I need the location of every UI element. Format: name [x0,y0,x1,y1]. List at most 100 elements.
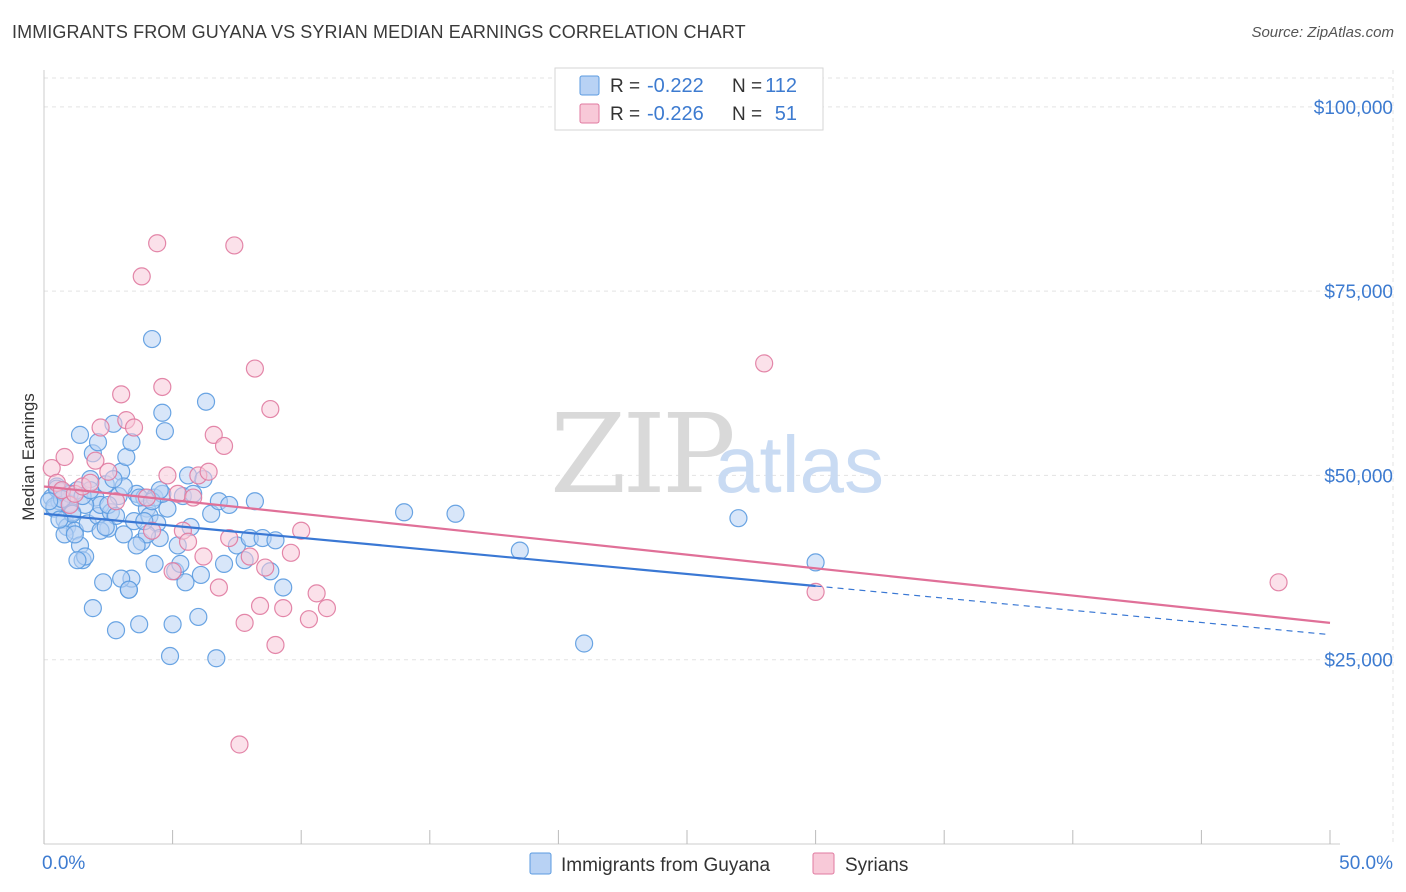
point-syrians[interactable] [806,582,825,601]
point-syrians[interactable] [99,462,118,481]
point-guyana[interactable] [196,392,216,411]
legend-series-swatch-syrians[interactable] [812,852,835,875]
point-guyana[interactable] [106,621,126,640]
point-guyana[interactable] [119,580,138,599]
y-tick-label: $75,000 [1324,282,1393,303]
point-syrians[interactable] [153,377,172,397]
point-guyana[interactable] [130,615,149,634]
point-syrians[interactable] [178,532,198,551]
point-guyana[interactable] [207,649,226,668]
point-guyana[interactable] [160,646,180,666]
point-syrians[interactable] [317,599,337,618]
point-guyana[interactable] [729,509,748,528]
point-syrians[interactable] [199,462,218,481]
watermark: ZIP atlas [550,390,884,518]
y-axis-title: Median Earnings [19,393,38,521]
x-tick-label-min: 0.0% [42,853,85,874]
point-syrians[interactable] [755,354,774,373]
point-syrians[interactable] [292,521,311,540]
legend-n-value-syrians: 51 [775,103,797,125]
legend-stats: R = -0.222 N = 112 R = -0.226 N = 51 [554,67,824,131]
point-guyana[interactable] [176,573,195,592]
axis-layer [43,70,1340,845]
point-guyana[interactable] [88,433,108,452]
point-syrians[interactable] [220,528,239,548]
legend-n-value-guyana: 112 [765,75,797,97]
point-syrians[interactable] [256,558,275,577]
point-syrians[interactable] [209,578,228,597]
point-syrians[interactable] [86,451,105,470]
points-layer [40,234,1288,754]
legend-series-swatch-guyana[interactable] [529,852,552,875]
point-guyana[interactable] [189,607,208,627]
point-syrians[interactable] [142,521,162,540]
legend-series-label-syrians[interactable]: Syrians [845,855,908,876]
point-syrians[interactable] [245,359,265,378]
point-guyana[interactable] [122,433,141,452]
point-syrians[interactable] [158,466,177,485]
point-guyana[interactable] [127,536,146,555]
watermark-atlas: atlas [715,420,884,509]
point-guyana[interactable] [142,329,162,349]
legend-r-value-syrians: -0.226 [647,103,704,125]
legend-n-label-guyana: N = [732,76,762,97]
y-tick-label: $25,000 [1324,651,1393,672]
point-guyana[interactable] [40,492,59,511]
point-syrians[interactable] [214,436,234,456]
point-guyana[interactable] [394,503,414,522]
point-syrians[interactable] [81,473,100,492]
y-tick-labels: $25,000 $50,000 $75,000 $100,000 [1314,98,1393,672]
source-credit: Source: ZipAtlas.com [1251,24,1394,41]
point-syrians[interactable] [106,492,126,511]
trend-layer [43,485,1331,636]
point-syrians[interactable] [240,547,259,566]
point-syrians[interactable] [281,543,301,562]
point-guyana[interactable] [214,554,234,573]
point-guyana[interactable] [114,525,133,544]
point-guyana[interactable] [806,553,825,572]
point-guyana[interactable] [155,422,174,441]
point-guyana[interactable] [68,551,87,570]
chart-title: IMMIGRANTS FROM GUYANA VS SYRIAN MEDIAN … [12,22,746,42]
legend-swatch-syrians [579,103,600,124]
legend-r-label-syrians: R = [610,104,640,125]
point-syrians[interactable] [91,418,110,437]
point-syrians[interactable] [1269,573,1288,592]
point-guyana[interactable] [145,554,164,573]
point-syrians[interactable] [307,584,326,603]
point-guyana[interactable] [510,541,529,560]
point-guyana[interactable] [163,615,182,634]
point-syrians[interactable] [55,447,74,467]
point-guyana[interactable] [274,578,293,597]
point-guyana[interactable] [446,504,465,523]
point-guyana[interactable] [191,565,210,585]
legend-series-label-guyana[interactable]: Immigrants from Guyana [561,855,770,876]
point-syrians[interactable] [194,547,213,566]
watermark-zip: ZIP [550,390,733,518]
trend-line-guyana-extrapolated [815,585,1331,636]
point-syrians[interactable] [266,635,285,655]
x-tick-label-max: 50.0% [1339,853,1393,874]
point-syrians[interactable] [230,735,249,754]
point-syrians[interactable] [148,234,167,253]
point-guyana[interactable] [65,525,84,544]
trend-line-syrians [43,485,1331,624]
point-syrians[interactable] [261,399,280,419]
point-guyana[interactable] [83,599,102,618]
point-syrians[interactable] [124,418,144,437]
point-syrians[interactable] [235,613,254,632]
point-guyana[interactable] [94,573,113,592]
point-syrians[interactable] [250,596,270,616]
point-guyana[interactable] [70,425,90,444]
legend-series: Immigrants from Guyana Syrians [529,852,908,876]
point-syrians[interactable] [299,610,319,629]
point-syrians[interactable] [274,599,293,618]
point-syrians[interactable] [225,236,244,255]
point-syrians[interactable] [163,562,182,581]
point-syrians[interactable] [132,267,151,286]
point-syrians[interactable] [112,385,131,404]
point-guyana[interactable] [575,634,594,653]
point-guyana[interactable] [153,403,172,422]
legend-r-value-guyana: -0.222 [647,75,704,97]
